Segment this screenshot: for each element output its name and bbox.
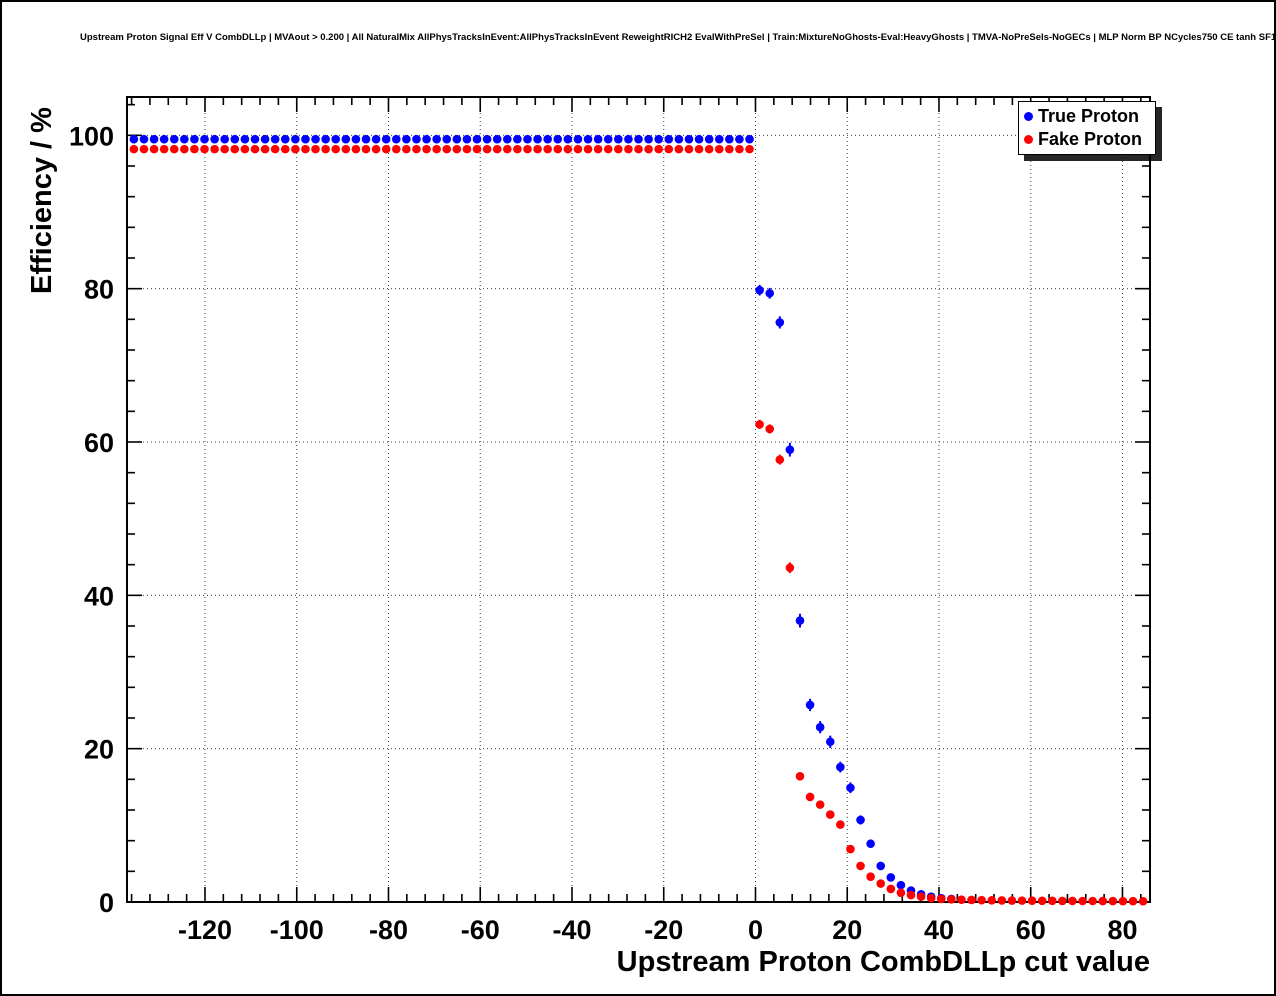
x-axis-title: Upstream Proton CombDLLp cut value bbox=[616, 946, 1150, 978]
svg-text:-100: -100 bbox=[270, 915, 324, 945]
legend-entry-true-proton: True Proton bbox=[1021, 105, 1153, 128]
plot-frame bbox=[126, 96, 1151, 903]
plot-title: Upstream Proton Signal Eff V CombDLLp | … bbox=[80, 32, 1276, 43]
svg-text:20: 20 bbox=[84, 735, 114, 765]
svg-text:0: 0 bbox=[99, 888, 114, 918]
svg-text:-60: -60 bbox=[461, 915, 500, 945]
gridlines bbox=[127, 97, 1150, 902]
svg-text:-20: -20 bbox=[644, 915, 683, 945]
series-true-proton bbox=[129, 134, 956, 904]
series-fake-proton bbox=[129, 144, 1148, 906]
fake-proton-marker-icon bbox=[1024, 135, 1033, 144]
svg-text:40: 40 bbox=[84, 581, 114, 611]
svg-text:80: 80 bbox=[1107, 915, 1137, 945]
svg-text:20: 20 bbox=[832, 915, 862, 945]
svg-text:-120: -120 bbox=[178, 915, 232, 945]
svg-text:-80: -80 bbox=[369, 915, 408, 945]
svg-text:60: 60 bbox=[1016, 915, 1046, 945]
legend-entry-fake-proton: Fake Proton bbox=[1021, 128, 1153, 151]
axis-ticks bbox=[127, 97, 1150, 903]
svg-text:-40: -40 bbox=[552, 915, 591, 945]
true-proton-marker-icon bbox=[1024, 112, 1033, 121]
svg-text:0: 0 bbox=[748, 915, 763, 945]
x-tick-labels: -120 -100 -80 -60 -40 -20 0 20 40 60 80 bbox=[178, 915, 1138, 945]
svg-text:60: 60 bbox=[84, 428, 114, 458]
legend-label-true-proton: True Proton bbox=[1038, 106, 1140, 126]
legend-label-fake-proton: Fake Proton bbox=[1038, 129, 1143, 149]
y-tick-labels: 0 20 40 60 80 100 bbox=[69, 121, 114, 918]
svg-text:80: 80 bbox=[84, 275, 114, 305]
legend: True Proton Fake Proton bbox=[1018, 101, 1156, 155]
svg-text:100: 100 bbox=[69, 121, 114, 151]
svg-text:40: 40 bbox=[924, 915, 954, 945]
